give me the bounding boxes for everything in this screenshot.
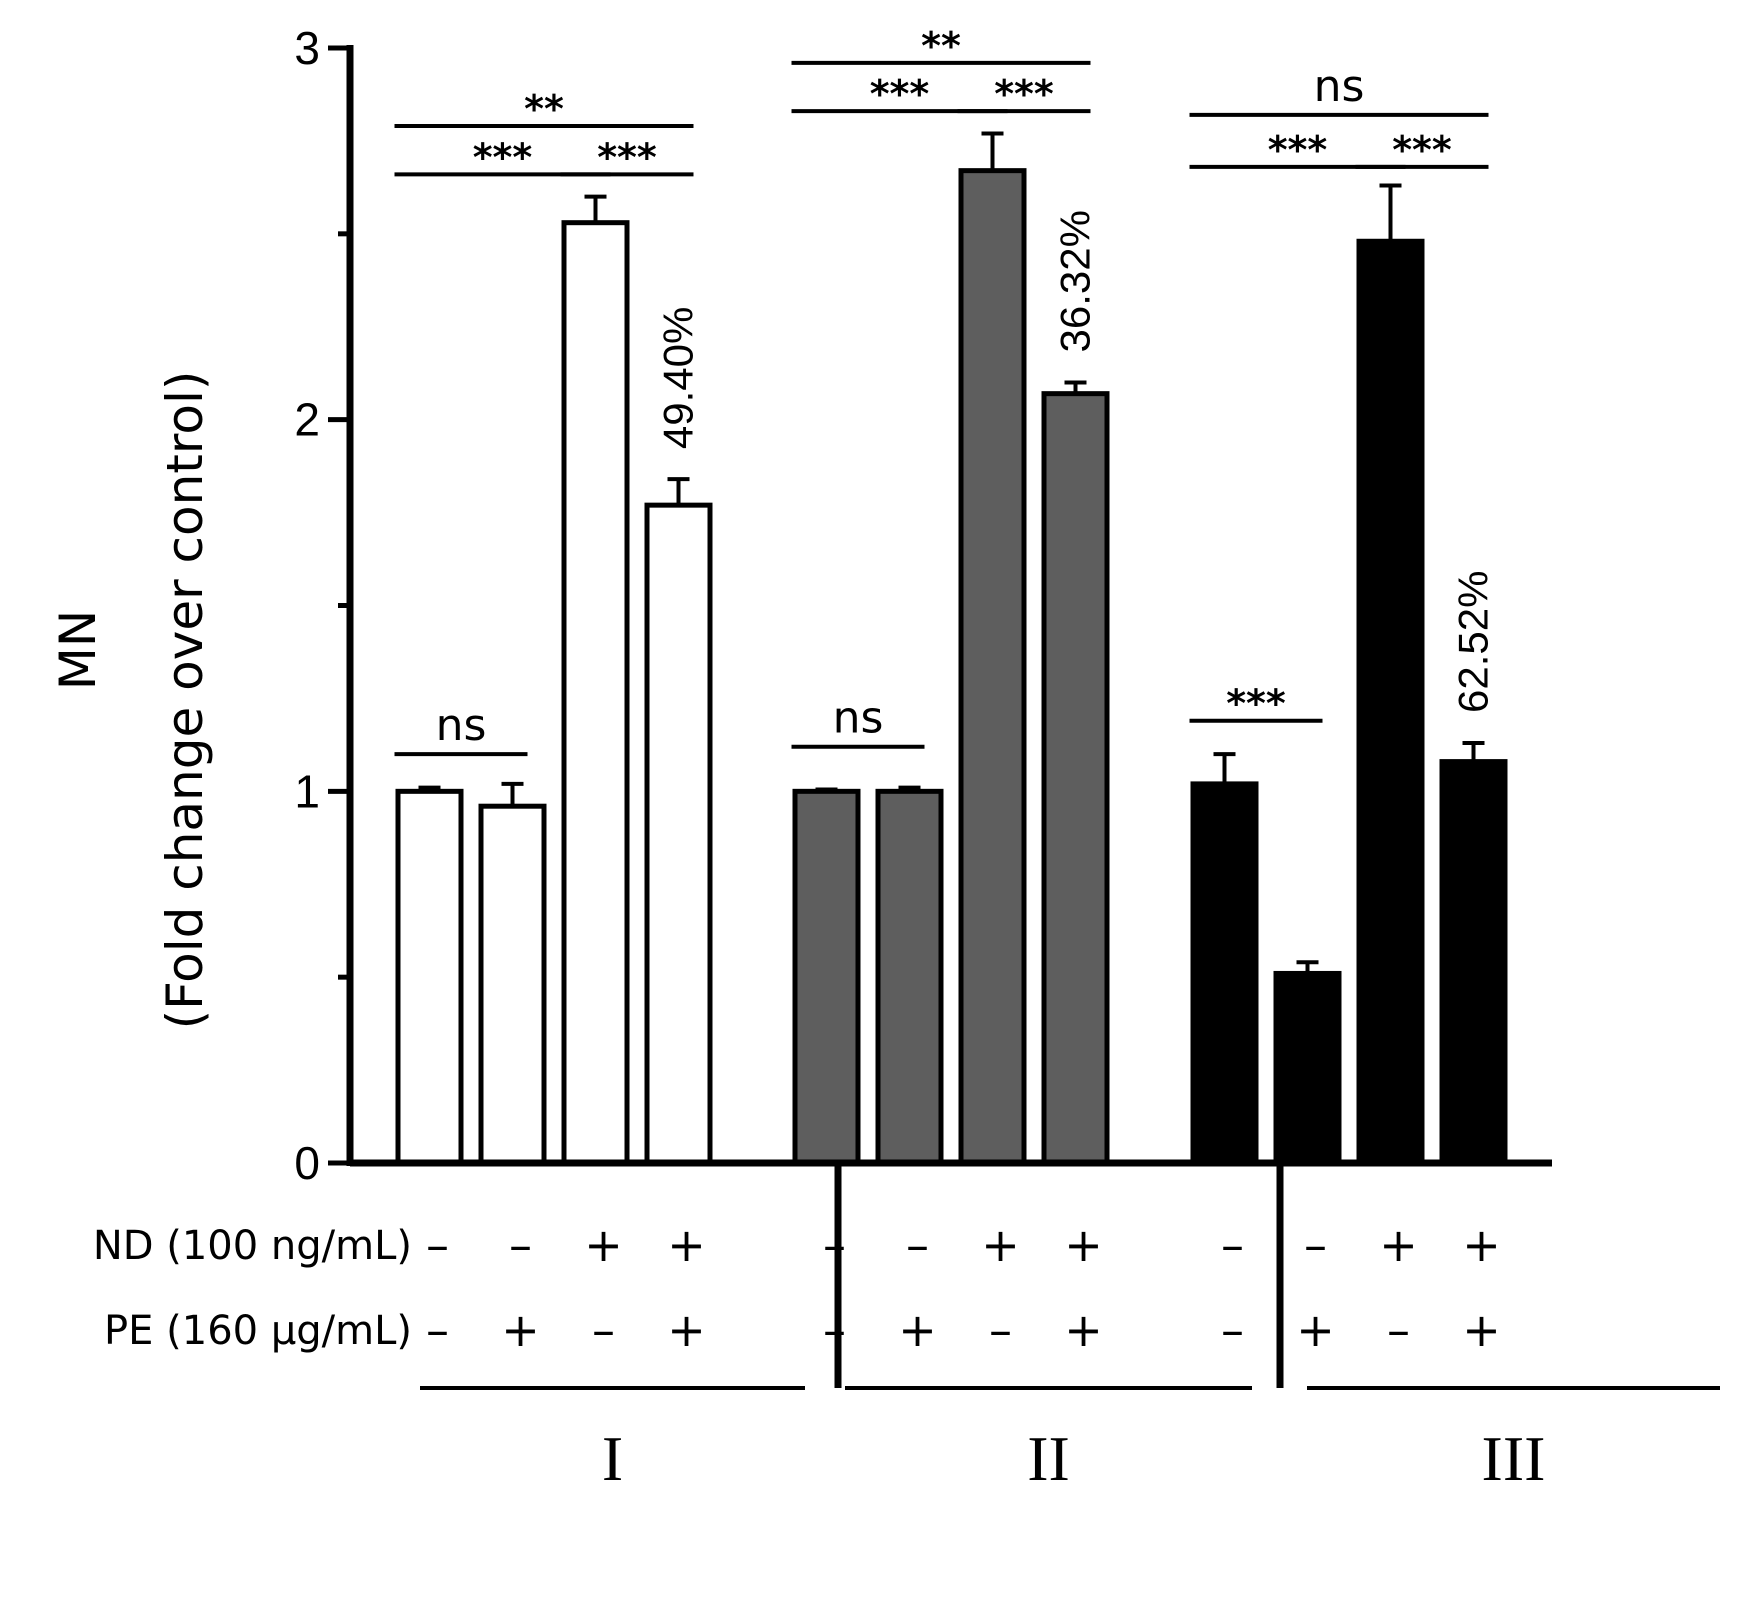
group-label: II <box>1027 1423 1070 1494</box>
treatment-sign: – <box>823 1218 846 1272</box>
significance-annotations: ns*** *****ns*** *********** ***ns <box>394 24 1489 757</box>
treatment-sign: + <box>667 1218 706 1272</box>
treatment-sign: + <box>667 1303 706 1357</box>
group-label: III <box>1482 1423 1546 1494</box>
treatment-sign: – <box>426 1303 449 1357</box>
y-tick-label: 1 <box>294 765 320 817</box>
treatment-sign: + <box>1064 1218 1103 1272</box>
treatment-sign: – <box>906 1218 929 1272</box>
treatment-sign: + <box>501 1303 540 1357</box>
y-axis-label-line1: MN <box>49 610 107 691</box>
treatment-row-label: ND (100 ng/mL) <box>93 1223 412 1269</box>
y-axis: 0 1 2 3 <box>294 22 354 1189</box>
significance-star-label: *** <box>1226 682 1286 726</box>
x-axis <box>350 1159 1552 1388</box>
bar <box>1273 970 1342 1166</box>
treatment-sign: + <box>1462 1218 1501 1272</box>
y-tick-label: 2 <box>294 394 320 446</box>
bar <box>792 788 861 1166</box>
percent-label: 36.32% <box>1052 210 1099 352</box>
error-bars <box>418 131 1485 974</box>
bars <box>395 168 1508 1166</box>
treatment-sign: + <box>898 1303 937 1357</box>
bar <box>561 220 630 1166</box>
treatment-sign: + <box>1379 1218 1418 1272</box>
significance-star-label: *** <box>994 72 1054 116</box>
treatment-sign: – <box>1221 1303 1244 1357</box>
bar <box>1439 759 1508 1166</box>
treatment-sign: + <box>1462 1303 1501 1357</box>
bar <box>644 502 713 1166</box>
bar <box>395 788 464 1166</box>
significance-star-label: *** <box>870 72 930 116</box>
treatment-sign: + <box>584 1218 623 1272</box>
y-tick-label: 0 <box>294 1137 320 1189</box>
bar <box>1356 238 1425 1166</box>
significance-star-label: ** <box>524 87 564 131</box>
treatment-sign: – <box>592 1303 615 1357</box>
percent-labels: 49.40% 36.32% 62.52% <box>655 210 1497 713</box>
treatment-sign: – <box>426 1218 449 1272</box>
treatment-sign: – <box>1387 1303 1410 1357</box>
significance-ns-label: ns <box>1314 61 1365 112</box>
significance-star-label: *** <box>473 135 533 179</box>
significance-star-label: *** <box>1268 128 1328 172</box>
bar <box>478 803 547 1166</box>
y-axis-label-line2: (Fold change over control) <box>156 371 214 1030</box>
treatment-sign: – <box>989 1303 1012 1357</box>
treatment-sign: – <box>823 1303 846 1357</box>
treatment-sign: – <box>1304 1218 1327 1272</box>
percent-label: 62.52% <box>1450 571 1497 713</box>
significance-star-label: ** <box>921 24 961 68</box>
significance-ns-label: ns <box>436 700 487 751</box>
significance-ns-label: ns <box>833 693 884 744</box>
bar <box>1190 781 1259 1166</box>
significance-star-label: *** <box>1392 128 1452 172</box>
treatment-sign: + <box>1296 1303 1335 1357</box>
percent-label: 49.40% <box>655 307 702 449</box>
treatment-row-label: PE (160 μg/mL) <box>104 1308 412 1354</box>
treatment-sign: + <box>1064 1303 1103 1357</box>
group-label: I <box>602 1423 623 1494</box>
treatment-sign: – <box>509 1218 532 1272</box>
treatment-sign: – <box>1221 1218 1244 1272</box>
bar <box>958 168 1027 1166</box>
y-tick-label: 3 <box>294 22 320 74</box>
bar <box>1041 391 1110 1166</box>
treatment-table: ND (100 ng/mL) – – + + – – + + – – + +PE (160 μg/mL)… <box>93 1218 1720 1494</box>
bar <box>875 788 944 1166</box>
treatment-sign: + <box>981 1218 1020 1272</box>
significance-star-label: *** <box>597 135 657 179</box>
